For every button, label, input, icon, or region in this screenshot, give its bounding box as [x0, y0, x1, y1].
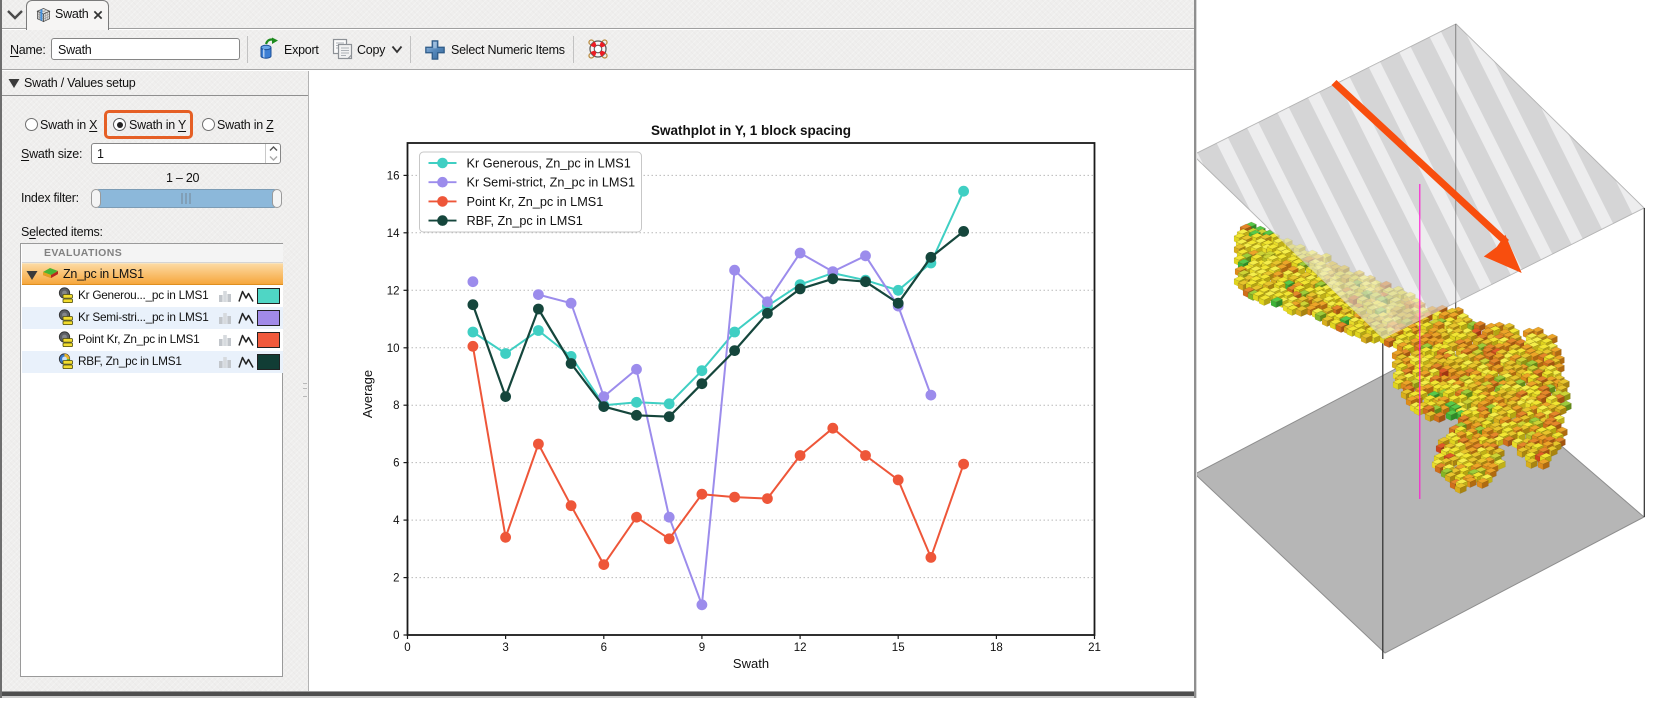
svg-text:21: 21 [1088, 642, 1101, 654]
svg-text:Swathplot in Y, 1 block spacin: Swathplot in Y, 1 block spacing [651, 123, 851, 138]
svg-text:9: 9 [699, 642, 705, 654]
svg-text:8: 8 [393, 400, 399, 412]
svg-text:6: 6 [393, 458, 399, 470]
svg-text:Swath: Swath [733, 656, 769, 671]
svg-text:Kr Semi-strict, Zn_pc in LMS1: Kr Semi-strict, Zn_pc in LMS1 [467, 176, 636, 190]
svg-text:12: 12 [387, 285, 400, 297]
svg-text:16: 16 [387, 170, 400, 182]
svg-text:Kr Generous, Zn_pc in LMS1: Kr Generous, Zn_pc in LMS1 [467, 157, 631, 171]
svg-text:18: 18 [990, 642, 1003, 654]
svg-text:6: 6 [601, 642, 607, 654]
svg-text:4: 4 [393, 515, 400, 527]
svg-text:RBF, Zn_pc in LMS1: RBF, Zn_pc in LMS1 [467, 214, 583, 228]
svg-text:Average: Average [360, 370, 375, 418]
svg-text:2: 2 [393, 573, 399, 585]
svg-text:0: 0 [404, 642, 410, 654]
svg-text:3: 3 [502, 642, 508, 654]
svg-text:12: 12 [794, 642, 807, 654]
svg-text:Point Kr, Zn_pc in LMS1: Point Kr, Zn_pc in LMS1 [467, 195, 604, 209]
svg-text:14: 14 [387, 228, 400, 240]
svg-text:10: 10 [387, 343, 400, 355]
svg-text:15: 15 [892, 642, 905, 654]
svg-text:0: 0 [393, 630, 399, 642]
